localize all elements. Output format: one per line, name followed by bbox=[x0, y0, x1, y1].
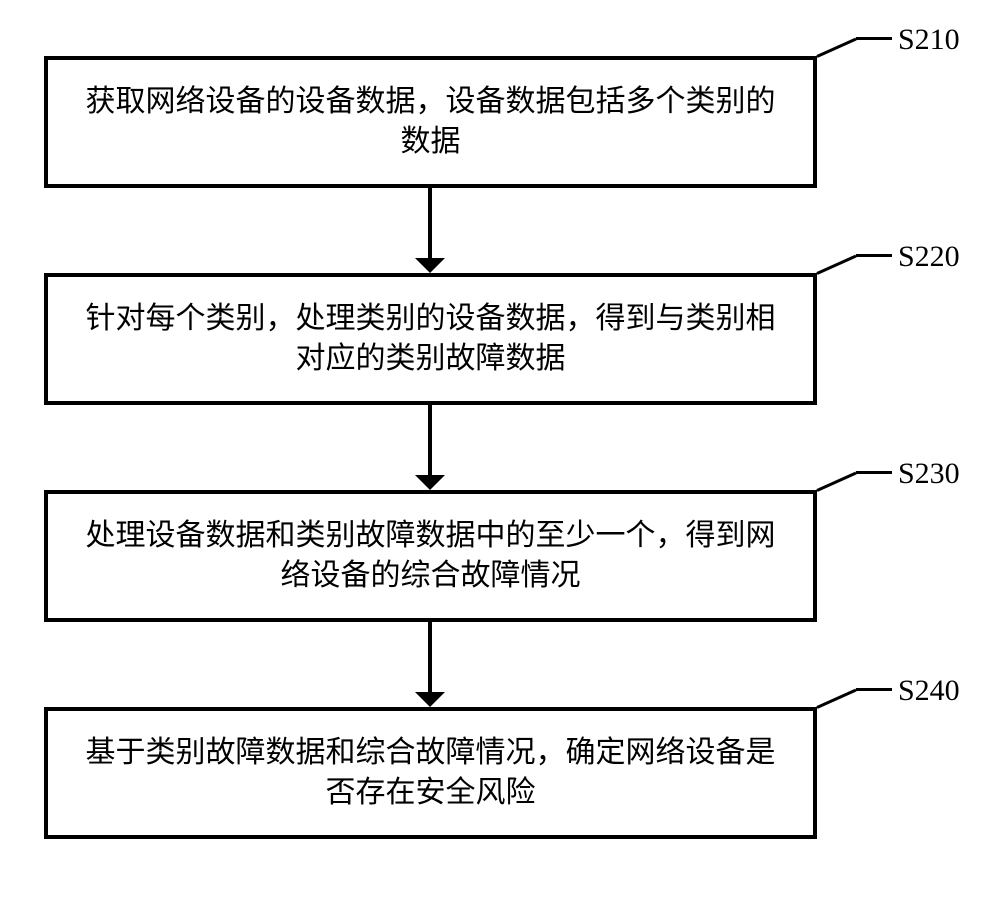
leader-3-diagonal bbox=[815, 471, 858, 493]
leader-4-horizontal bbox=[856, 688, 892, 691]
arrow-1-line bbox=[428, 188, 432, 258]
step-label-s210: S210 bbox=[898, 23, 960, 57]
arrow-3-line bbox=[428, 622, 432, 692]
step-label-s240: S240 bbox=[898, 674, 960, 708]
arrow-3-head-icon bbox=[415, 692, 445, 707]
step-text: 针对每个类别，处理类别的设备数据，得到与类别相对应的类别故障数据 bbox=[72, 299, 789, 380]
leader-4-diagonal bbox=[815, 688, 858, 710]
leader-1-diagonal bbox=[815, 37, 858, 59]
step-text: 获取网络设备的设备数据，设备数据包括多个类别的数据 bbox=[72, 82, 789, 163]
step-box-s220: 针对每个类别，处理类别的设备数据，得到与类别相对应的类别故障数据 bbox=[44, 273, 817, 405]
step-box-s240: 基于类别故障数据和综合故障情况，确定网络设备是否存在安全风险 bbox=[44, 707, 817, 839]
leader-3-horizontal bbox=[856, 471, 892, 474]
step-box-s230: 处理设备数据和类别故障数据中的至少一个，得到网络设备的综合故障情况 bbox=[44, 490, 817, 622]
step-text: 处理设备数据和类别故障数据中的至少一个，得到网络设备的综合故障情况 bbox=[72, 516, 789, 597]
step-box-s210: 获取网络设备的设备数据，设备数据包括多个类别的数据 bbox=[44, 56, 817, 188]
step-label-s230: S230 bbox=[898, 457, 960, 491]
arrow-2-line bbox=[428, 405, 432, 475]
leader-1-horizontal bbox=[856, 37, 892, 40]
arrow-1-head-icon bbox=[415, 258, 445, 273]
leader-2-horizontal bbox=[856, 254, 892, 257]
flowchart-canvas: 获取网络设备的设备数据，设备数据包括多个类别的数据 针对每个类别，处理类别的设备… bbox=[0, 0, 1000, 898]
leader-2-diagonal bbox=[815, 254, 858, 276]
step-text: 基于类别故障数据和综合故障情况，确定网络设备是否存在安全风险 bbox=[72, 733, 789, 814]
arrow-2-head-icon bbox=[415, 475, 445, 490]
step-label-s220: S220 bbox=[898, 240, 960, 274]
